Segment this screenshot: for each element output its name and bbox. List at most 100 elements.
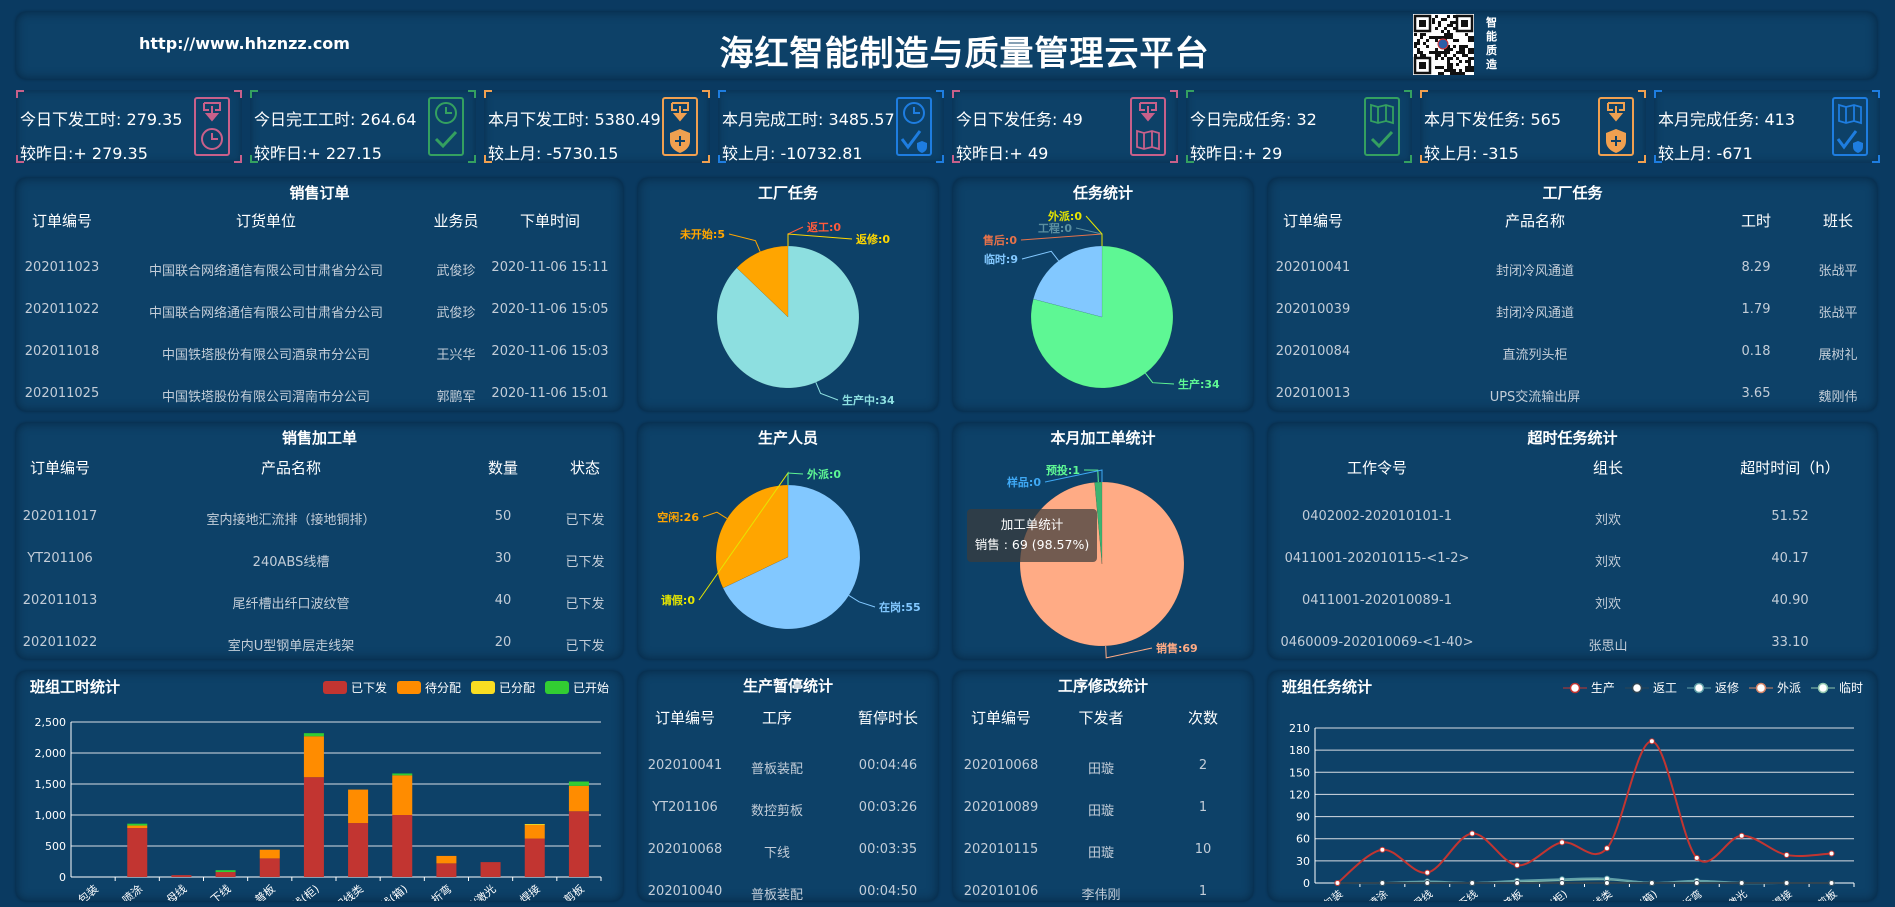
table-cell[interactable]: 尾纤槽出纤口波纹管 xyxy=(232,597,350,612)
legend-item[interactable]: 生产 xyxy=(1562,679,1615,696)
table-cell[interactable]: YT201106 xyxy=(27,551,93,566)
table-cell[interactable]: 202011018 xyxy=(24,344,100,359)
table-cell[interactable]: 3.65 xyxy=(1741,386,1771,401)
table-cell[interactable]: 202011023 xyxy=(24,260,100,275)
table-cell[interactable]: 202010041 xyxy=(647,758,723,773)
table-cell[interactable]: 室内接地汇流排（接地铜排） xyxy=(206,513,376,528)
table-cell[interactable]: 数控剪板 xyxy=(750,804,804,819)
table-cell[interactable]: 202010068 xyxy=(963,758,1039,773)
table-cell[interactable]: 1 xyxy=(1198,884,1208,899)
table-cell[interactable]: 00:03:35 xyxy=(858,842,918,857)
table-cell[interactable]: 魏刚伟 xyxy=(1818,390,1858,405)
table-cell[interactable]: 刘欢 xyxy=(1594,597,1622,612)
table-cell[interactable]: 武俊珍 xyxy=(436,306,476,321)
table-cell[interactable]: 2020-11-06 15:05 xyxy=(491,302,609,317)
kpi-card[interactable]: 本月完成工时: 3485.57 较上月: -10732.81 xyxy=(718,90,944,163)
legend-item[interactable]: 待分配 xyxy=(396,679,461,696)
kpi-card[interactable]: 本月下发任务: 565 较上月: -315 xyxy=(1420,90,1646,163)
table-cell[interactable]: 中国铁塔股份有限公司酒泉市分公司 xyxy=(161,348,371,363)
table-cell[interactable]: 202010084 xyxy=(1275,344,1351,359)
table-cell[interactable]: 240ABS线槽 xyxy=(252,555,330,570)
table-cell[interactable]: 刘欢 xyxy=(1594,555,1622,570)
table-cell[interactable]: 李伟刚 xyxy=(1081,888,1121,903)
table-cell[interactable]: 0411001-202010115-<1-2> xyxy=(1284,551,1470,566)
table-cell[interactable]: 40 xyxy=(494,593,512,608)
table-cell[interactable]: 51.52 xyxy=(1771,509,1809,524)
table-cell[interactable]: 33.10 xyxy=(1771,635,1809,650)
table-cell[interactable]: 田璇 xyxy=(1087,762,1115,777)
table-cell[interactable]: 202010039 xyxy=(1275,302,1351,317)
table-cell[interactable]: 202010106 xyxy=(963,884,1039,899)
table-cell[interactable]: 40.90 xyxy=(1771,593,1809,608)
table-cell[interactable]: 下线 xyxy=(763,846,791,861)
table-cell[interactable]: 中国铁塔股份有限公司渭南市分公司 xyxy=(161,390,371,405)
table-cell[interactable]: 武俊珍 xyxy=(436,264,476,279)
legend-item[interactable]: 已分配 xyxy=(470,679,535,696)
table-cell[interactable]: 40.17 xyxy=(1771,551,1809,566)
legend-item[interactable]: 外派 xyxy=(1748,679,1801,696)
table-cell[interactable]: 202010041 xyxy=(1275,260,1351,275)
table-cell[interactable]: 张思山 xyxy=(1588,639,1628,654)
table-cell[interactable]: 202011022 xyxy=(22,635,98,650)
table-cell[interactable]: UPS交流输出屏 xyxy=(1489,390,1581,405)
table-cell[interactable]: 中国联合网络通信有限公司甘肃省分公司 xyxy=(148,306,384,321)
table-cell[interactable]: 202011022 xyxy=(24,302,100,317)
table-cell[interactable]: 刘欢 xyxy=(1594,513,1622,528)
table-cell[interactable]: 室内U型钢单层走线架 xyxy=(227,639,355,654)
table-cell[interactable]: 202010040 xyxy=(647,884,723,899)
kpi-card[interactable]: 今日完工工时: 264.64 较昨日:+ 227.15 xyxy=(250,90,476,163)
table-cell[interactable]: 0402002-202010101-1 xyxy=(1302,509,1452,524)
table-cell[interactable]: 2020-11-06 15:11 xyxy=(491,260,609,275)
table-cell[interactable]: 202010013 xyxy=(1275,386,1351,401)
legend-item[interactable]: 返修 xyxy=(1686,679,1739,696)
table-cell[interactable]: 0411001-202010089-1 xyxy=(1302,593,1452,608)
table-cell[interactable]: 直流列头柜 xyxy=(1502,348,1568,363)
kpi-card[interactable]: 本月下发工时: 5380.49 较上月: -5730.15 xyxy=(484,90,710,163)
table-cell[interactable]: 田璇 xyxy=(1087,846,1115,861)
table-cell[interactable]: 已下发 xyxy=(565,597,605,612)
table-cell[interactable]: 已下发 xyxy=(565,555,605,570)
table-cell[interactable]: 8.29 xyxy=(1741,260,1771,275)
table-cell[interactable]: YT201106 xyxy=(652,800,718,815)
table-cell[interactable]: 0.18 xyxy=(1741,344,1771,359)
table-cell[interactable]: 202010068 xyxy=(647,842,723,857)
kpi-card[interactable]: 今日下发工时: 279.35 较昨日:+ 279.35 xyxy=(16,90,242,163)
table-cell[interactable]: 10 xyxy=(1194,842,1212,857)
table-cell[interactable]: 202010115 xyxy=(963,842,1039,857)
table-cell[interactable]: 2 xyxy=(1198,758,1208,773)
kpi-card[interactable]: 今日完成任务: 32 较昨日:+ 29 xyxy=(1186,90,1412,163)
site-url[interactable]: http://www.hhznzz.com xyxy=(139,34,350,53)
table-cell[interactable]: 已下发 xyxy=(565,639,605,654)
table-cell[interactable]: 张战平 xyxy=(1818,264,1858,279)
table-cell[interactable]: 2020-11-06 15:01 xyxy=(491,386,609,401)
kpi-card[interactable]: 本月完成任务: 413 较上月: -671 xyxy=(1654,90,1880,163)
table-cell[interactable]: 普板装配 xyxy=(750,762,804,777)
legend-item[interactable]: 临时 xyxy=(1810,679,1863,696)
table-cell[interactable]: 中国联合网络通信有限公司甘肃省分公司 xyxy=(148,264,384,279)
table-cell[interactable]: 50 xyxy=(494,509,512,524)
table-cell[interactable]: 202011013 xyxy=(22,593,98,608)
table-cell[interactable]: 0460009-202010069-<1-40> xyxy=(1280,635,1474,650)
table-cell[interactable]: 00:04:46 xyxy=(858,758,918,773)
legend-item[interactable]: 已下发 xyxy=(322,679,387,696)
table-cell[interactable]: 00:04:50 xyxy=(858,884,918,899)
table-cell[interactable]: 展树礼 xyxy=(1818,348,1858,363)
table-cell[interactable]: 00:03:26 xyxy=(858,800,918,815)
table-cell[interactable]: 2020-11-06 15:03 xyxy=(491,344,609,359)
table-cell[interactable]: 30 xyxy=(494,551,512,566)
table-cell[interactable]: 田璇 xyxy=(1087,804,1115,819)
table-cell[interactable]: 202011025 xyxy=(24,386,100,401)
table-cell[interactable]: 普板装配 xyxy=(750,888,804,903)
table-cell[interactable]: 封闭冷风通道 xyxy=(1495,306,1575,321)
table-cell[interactable]: 1.79 xyxy=(1741,302,1771,317)
table-cell[interactable]: 1 xyxy=(1198,800,1208,815)
table-cell[interactable]: 已下发 xyxy=(565,513,605,528)
table-cell[interactable]: 张战平 xyxy=(1818,306,1858,321)
table-cell[interactable]: 202011017 xyxy=(22,509,98,524)
table-cell[interactable]: 20 xyxy=(494,635,512,650)
table-cell[interactable]: 202010089 xyxy=(963,800,1039,815)
legend-item[interactable]: 返工 xyxy=(1624,679,1677,696)
table-cell[interactable]: 封闭冷风通道 xyxy=(1495,264,1575,279)
table-cell[interactable]: 郭鹏军 xyxy=(436,390,476,405)
legend-item[interactable]: 已开始 xyxy=(544,679,609,696)
